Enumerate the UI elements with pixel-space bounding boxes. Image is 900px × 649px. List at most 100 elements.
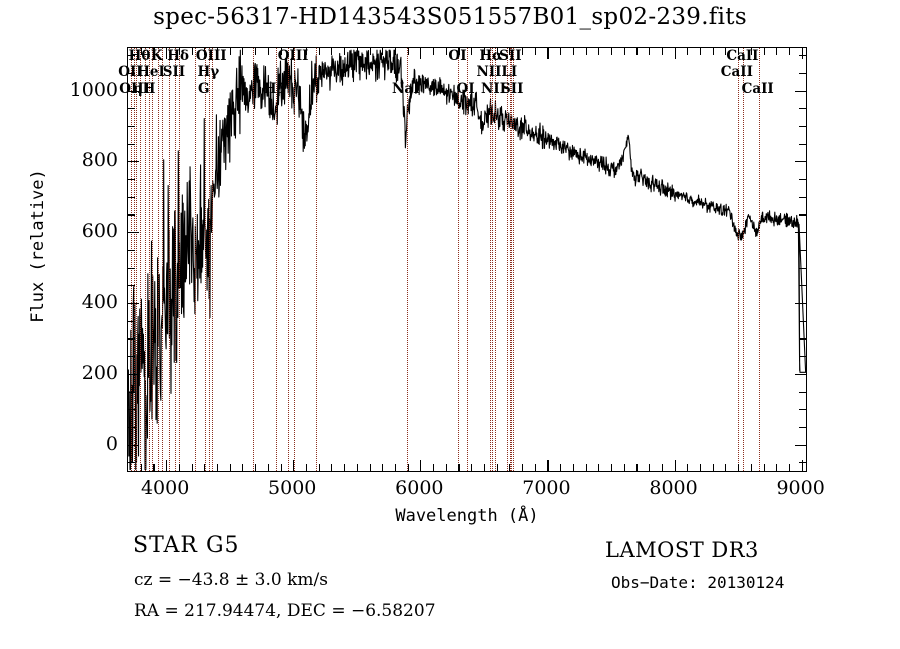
x-axis-tick-label: 7000 [522, 477, 571, 499]
y-axis-tick-right [795, 161, 806, 163]
spectral-line-marker [315, 48, 317, 471]
y-axis-tick [128, 409, 135, 411]
y-axis-tick [128, 214, 135, 216]
x-axis-tick-top [623, 48, 625, 55]
x-axis-tick-label: 8000 [649, 477, 698, 499]
y-axis-tick-right [799, 108, 806, 110]
y-axis-tick [128, 72, 135, 74]
x-axis-tick-top [280, 48, 282, 55]
y-axis-tick-label: 800 [81, 149, 118, 172]
spectral-line-marker [253, 48, 255, 471]
x-axis-tick [585, 464, 587, 471]
x-axis-tick-top [229, 48, 231, 55]
y-axis-tick-right [799, 338, 806, 340]
x-axis-tick [331, 464, 333, 471]
x-axis-tick [433, 464, 435, 471]
x-axis-tick-top [699, 48, 702, 55]
spectral-line-marker [209, 48, 211, 471]
y-axis-tick-right [799, 179, 806, 181]
x-axis-tick [598, 464, 600, 471]
x-axis-tick-top [471, 48, 473, 55]
x-axis-tick-top [585, 48, 587, 55]
spectral-line-marker [135, 48, 137, 471]
footer-object-class: STAR G5 [133, 533, 240, 558]
x-axis-tick [216, 464, 219, 471]
y-axis-tick [128, 55, 135, 57]
x-axis-tick [496, 464, 498, 471]
x-axis-tick-top [560, 48, 562, 55]
x-axis-tick-top [140, 48, 142, 55]
y-axis-tick [128, 426, 135, 429]
x-axis-tick [407, 464, 409, 471]
footer-coordinates: RA = 217.94474, DEC = −6.58207 [134, 601, 436, 621]
x-axis-tick-top [344, 48, 346, 55]
y-axis-tick [128, 338, 135, 340]
spectral-line-marker [157, 48, 159, 471]
y-axis-tick [128, 125, 135, 127]
spectral-line-marker [149, 48, 151, 471]
x-axis-tick-top [445, 48, 447, 55]
x-axis-tick [610, 464, 613, 471]
x-axis-tick [140, 464, 142, 471]
x-axis-tick [623, 464, 625, 471]
x-axis-tick-top [356, 48, 358, 55]
x-axis-tick-top [687, 48, 689, 55]
x-axis-tick-top [801, 48, 803, 59]
y-axis-tick-right [799, 143, 806, 145]
spectral-line-marker [737, 48, 739, 471]
x-axis-tick [191, 464, 193, 471]
spectral-line-marker [145, 48, 147, 471]
x-axis-tick [382, 464, 384, 471]
y-axis-tick [128, 267, 135, 269]
x-axis-tick [356, 464, 358, 471]
x-axis-tick-top [293, 48, 295, 59]
x-axis-tick [738, 464, 740, 471]
y-axis-tick [128, 179, 135, 181]
spectral-line-marker [406, 48, 408, 471]
x-axis-tick-top [661, 48, 663, 55]
spectral-line-marker [743, 48, 745, 471]
spectral-line-marker [204, 48, 206, 471]
x-axis-tick-top [318, 48, 320, 55]
y-axis-tick-right [795, 303, 806, 305]
x-axis-tick-top [267, 48, 269, 55]
x-axis-tick-top [674, 48, 676, 59]
spectral-line-marker [511, 48, 513, 471]
page-title: spec-56317-HD143543S051557B01_sp02-239.f… [153, 4, 747, 30]
spectral-line-marker [152, 48, 154, 471]
x-axis-tick [293, 460, 295, 471]
x-axis-tick [420, 460, 422, 471]
footer-redshift: cz = −43.8 ± 3.0 km/s [134, 570, 328, 590]
x-axis-tick-top [725, 48, 727, 55]
y-axis-tick-right [799, 72, 806, 74]
spectral-line-marker [179, 48, 181, 471]
x-axis-tick [534, 464, 536, 471]
y-axis-tick-right [799, 391, 806, 393]
x-axis-tick-top [572, 48, 574, 55]
y-axis-tick-right [795, 444, 806, 446]
x-axis-tick [560, 464, 562, 471]
x-axis-tick-top [407, 48, 409, 55]
spectral-line-marker [134, 48, 136, 471]
y-axis-tick-right [795, 232, 806, 234]
x-axis-tick-top [255, 48, 257, 55]
x-axis-tick-top [610, 48, 613, 55]
y-axis-tick-right [799, 214, 806, 216]
x-axis-tick-top [636, 48, 638, 55]
x-axis-tick [674, 460, 676, 471]
x-axis-tick-label: 5000 [268, 477, 317, 499]
x-axis-tick [712, 464, 714, 471]
x-axis-tick-label: 9000 [776, 477, 825, 499]
y-axis-tick [128, 285, 135, 287]
y-axis-tick [128, 356, 135, 358]
y-axis-tick [128, 391, 135, 393]
x-axis-tick [725, 464, 727, 471]
y-axis-tick [128, 196, 135, 198]
y-axis-tick-right [795, 373, 806, 375]
spectral-line-marker [212, 48, 214, 471]
x-axis-tick [318, 464, 320, 471]
x-axis-tick [369, 464, 371, 471]
x-axis-tick-top [509, 48, 511, 55]
x-axis-tick-top [750, 48, 752, 55]
